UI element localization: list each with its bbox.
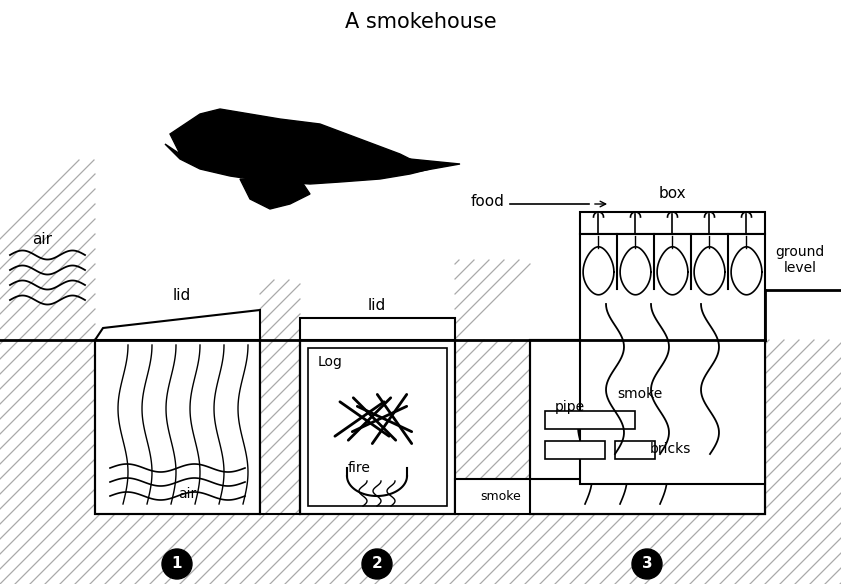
Text: lid: lid: [368, 298, 386, 314]
Circle shape: [362, 549, 392, 579]
Text: fire: fire: [347, 461, 370, 475]
Bar: [95, 340, 260, 514]
Circle shape: [162, 549, 192, 579]
Bar: [300, 340, 455, 514]
Text: box: box: [659, 186, 685, 201]
Text: 3: 3: [642, 557, 653, 572]
Circle shape: [632, 549, 662, 579]
Bar: [580, 234, 765, 484]
Text: pipe: pipe: [555, 400, 585, 414]
Text: 1: 1: [172, 557, 182, 572]
Bar: [580, 212, 765, 234]
Bar: [532, 342, 763, 512]
Text: lid: lid: [173, 287, 191, 303]
Bar: [302, 342, 453, 512]
Bar: [300, 340, 455, 514]
Polygon shape: [240, 176, 310, 209]
Text: air: air: [32, 232, 52, 248]
Bar: [455, 479, 765, 514]
Bar: [530, 340, 765, 514]
Polygon shape: [165, 109, 430, 184]
Text: food: food: [471, 194, 505, 210]
Text: Log: Log: [318, 355, 343, 369]
Text: air: air: [178, 487, 196, 501]
Text: A smokehouse: A smokehouse: [345, 12, 497, 32]
Text: smoke: smoke: [617, 387, 663, 401]
Bar: [545, 411, 635, 429]
Bar: [95, 340, 260, 514]
Bar: [260, 340, 300, 514]
Text: 2: 2: [372, 557, 383, 572]
Text: bricks: bricks: [650, 442, 691, 456]
Polygon shape: [95, 310, 260, 340]
Bar: [615, 441, 655, 459]
Bar: [545, 441, 605, 459]
Bar: [308, 348, 447, 506]
Bar: [97, 342, 258, 512]
Text: smoke: smoke: [480, 489, 521, 502]
Text: ground
level: ground level: [775, 245, 825, 275]
Bar: [300, 318, 455, 340]
Bar: [530, 340, 765, 514]
Polygon shape: [405, 159, 460, 172]
